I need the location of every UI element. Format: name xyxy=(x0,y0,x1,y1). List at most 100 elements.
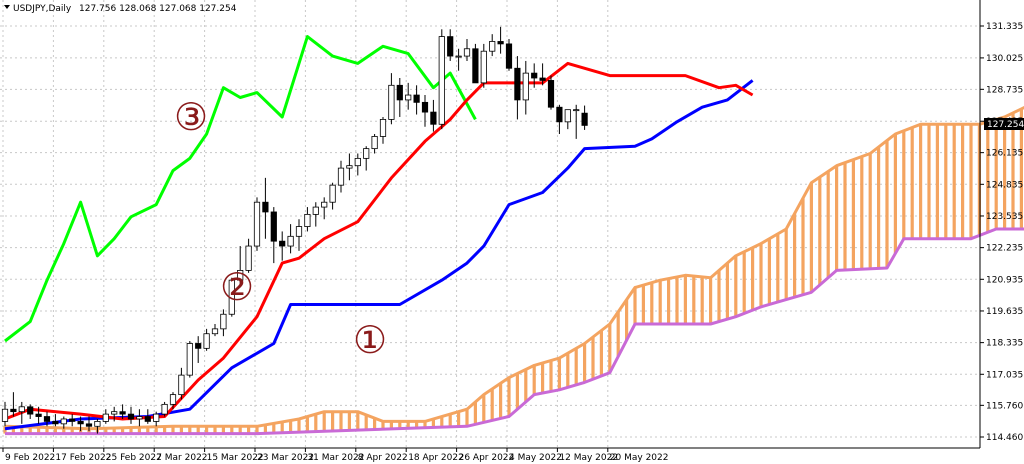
candle xyxy=(329,182,336,210)
current-price-label: 127.254 xyxy=(987,120,1024,130)
candle xyxy=(371,134,378,154)
candle-body xyxy=(312,206,319,215)
candle-body xyxy=(220,313,227,330)
candle-body xyxy=(153,413,160,422)
dropdown-arrow-icon[interactable] xyxy=(4,5,10,9)
price-tick-label: 114.460 xyxy=(986,433,1023,443)
candle xyxy=(119,404,126,419)
candle-body xyxy=(270,211,277,242)
candle-body xyxy=(304,213,311,227)
candle xyxy=(363,146,370,171)
candle-body xyxy=(203,333,210,349)
candle-body xyxy=(354,157,361,167)
candle xyxy=(564,109,571,130)
date-tick-label: 25 Feb 2022 xyxy=(106,453,162,463)
candle-body xyxy=(94,421,101,427)
current-price-box xyxy=(984,118,1024,130)
date-tick-label: 20 May 2022 xyxy=(610,453,669,463)
candle xyxy=(497,26,504,54)
candle xyxy=(203,328,210,351)
senkou-span-b-line xyxy=(5,227,1024,436)
candle-body xyxy=(18,406,25,413)
candle-body xyxy=(186,343,193,376)
candle xyxy=(228,277,235,317)
candle-body xyxy=(346,165,353,169)
date-tick-label: 15 Mar 2022 xyxy=(207,453,264,463)
candle xyxy=(463,39,471,61)
candle xyxy=(489,34,496,57)
candle xyxy=(413,85,420,115)
candle-body xyxy=(505,43,513,69)
candle xyxy=(69,414,76,427)
candle xyxy=(27,404,34,419)
candle xyxy=(295,219,303,251)
candle xyxy=(85,416,93,432)
candle xyxy=(1,401,9,427)
candle-body xyxy=(379,119,387,137)
candle-body xyxy=(321,201,328,208)
candle xyxy=(211,323,219,337)
candle xyxy=(531,63,538,88)
date-tick-label: 23 Mar 2022 xyxy=(257,453,314,463)
candle-body xyxy=(295,226,303,237)
candle xyxy=(161,401,168,417)
candle-body xyxy=(144,416,151,422)
candle-body xyxy=(287,235,294,247)
date-tick-label: 7 Mar 2022 xyxy=(156,453,207,463)
candle xyxy=(522,60,529,115)
candle-body xyxy=(556,106,563,123)
candle-body xyxy=(337,167,345,186)
candle-body xyxy=(102,413,109,422)
candle xyxy=(220,309,227,337)
candle xyxy=(52,414,59,427)
candle xyxy=(321,197,328,220)
candle-body xyxy=(161,403,168,415)
candle xyxy=(505,39,513,71)
price-tick-label: 128.735 xyxy=(986,85,1023,95)
candle-body xyxy=(455,55,462,58)
candle-body xyxy=(195,343,202,349)
price-tick-label: 119.635 xyxy=(986,307,1023,317)
candle xyxy=(127,406,135,424)
candle-body xyxy=(169,394,177,405)
candle xyxy=(472,43,479,84)
candle-body xyxy=(472,48,479,84)
candle xyxy=(304,207,311,232)
candle-body xyxy=(77,421,84,425)
annotation-1: ① xyxy=(353,318,387,362)
price-tick-label: 124.835 xyxy=(986,180,1023,190)
candle xyxy=(455,48,462,71)
candle-body xyxy=(127,413,135,420)
candle-body xyxy=(564,109,571,123)
candle-body xyxy=(438,36,445,125)
candle xyxy=(388,73,395,125)
chikou-span-line xyxy=(4,35,477,343)
candle-body xyxy=(85,423,93,427)
candle xyxy=(102,409,109,424)
candle-body xyxy=(573,109,580,112)
candle-body xyxy=(10,408,17,413)
candle-body xyxy=(531,72,538,79)
candle-body xyxy=(136,416,143,420)
candle xyxy=(245,238,252,273)
candle-body xyxy=(35,413,42,417)
candle-body xyxy=(371,136,378,150)
candle xyxy=(237,246,244,288)
candle-body xyxy=(211,328,219,335)
price-tick-label: 120.935 xyxy=(986,275,1023,285)
date-tick-label: 17 Feb 2022 xyxy=(55,453,111,463)
symbol-label: USDJPY,Daily xyxy=(13,4,72,14)
candle-body xyxy=(522,72,529,101)
date-tick-label: 9 Feb 2022 xyxy=(5,453,55,463)
candle xyxy=(346,153,353,181)
price-tick-label: 131.335 xyxy=(986,22,1023,32)
candle xyxy=(60,416,67,429)
candle xyxy=(111,406,118,422)
candle-body xyxy=(581,112,588,126)
price-tick-label: 126.135 xyxy=(986,149,1023,159)
candle-body xyxy=(388,84,395,120)
candle xyxy=(539,63,546,86)
candle xyxy=(43,411,51,427)
candle xyxy=(405,82,412,110)
candle xyxy=(514,56,521,120)
